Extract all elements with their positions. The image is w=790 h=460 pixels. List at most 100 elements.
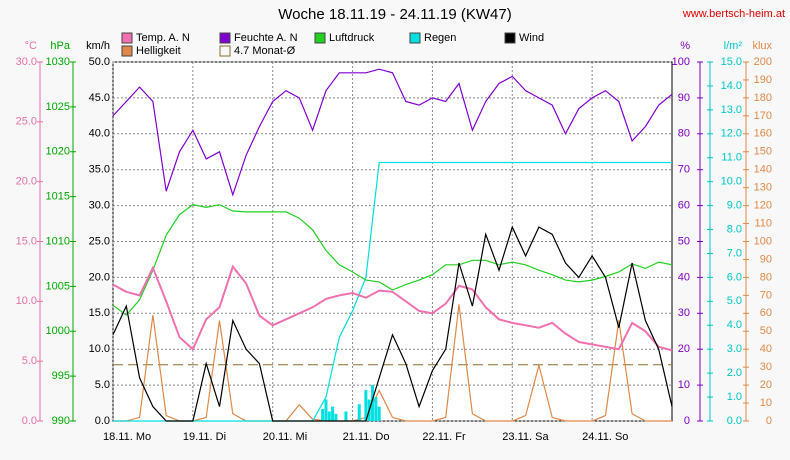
y-tick-label: 80 xyxy=(760,271,772,283)
series-line xyxy=(113,161,672,422)
y-tick-label: 1000 xyxy=(46,325,70,337)
y-tick-label: 100 xyxy=(754,235,772,247)
y-tick-label: 10.0 xyxy=(89,343,110,355)
y-tick-label: 20.0 xyxy=(89,271,110,283)
y-tick-label: 25.0 xyxy=(16,116,37,128)
y-tick-label: 1025 xyxy=(46,101,70,113)
y-tick-label: 200 xyxy=(754,56,772,68)
y-tick-label: 120 xyxy=(754,200,772,212)
x-tick-label: 22.11. Fr xyxy=(422,431,466,443)
y-tick-label: 10.0 xyxy=(721,176,742,188)
y-tick-label: 0 xyxy=(684,415,690,427)
y-tick-label: 60 xyxy=(678,200,690,212)
y-tick-label: 14.0 xyxy=(721,80,742,92)
y-tick-label: 90 xyxy=(678,92,690,104)
legend-label: Helligkeit xyxy=(136,45,181,57)
y-tick-label: 0.0 xyxy=(95,415,110,427)
y-tick-label: 20 xyxy=(760,379,772,391)
y-tick-label: 50 xyxy=(678,235,690,247)
x-tick-label: 24.11. So xyxy=(582,431,628,443)
plot-area xyxy=(112,61,673,422)
y-tick-label: 30.0 xyxy=(89,200,110,212)
y-tick-label: 7.0 xyxy=(727,247,742,259)
y-tick-label: 30 xyxy=(760,361,772,373)
y-tick-label: 70 xyxy=(678,164,690,176)
y-tick-label: 1.0 xyxy=(727,391,742,403)
y-tick-label: 10 xyxy=(678,379,690,391)
source[interactable]: www.bertsch-heim.at xyxy=(682,8,785,20)
legend-swatch xyxy=(219,45,231,57)
x-tick-label: 21.11. Do xyxy=(343,431,390,443)
legend-label: 4.7 Monat-Ø xyxy=(234,45,296,57)
rain-bar xyxy=(364,389,368,421)
y-tick-label: 40 xyxy=(678,271,690,283)
series-line xyxy=(113,304,672,422)
y-tick-label: 100 xyxy=(672,56,690,68)
y-tick-label: 160 xyxy=(754,128,772,140)
y-tick-label: 0.0 xyxy=(727,415,742,427)
series-line xyxy=(112,204,673,316)
legend-swatch xyxy=(219,32,231,44)
axis-unit: l/m² xyxy=(724,40,743,52)
y-tick-label: 45.0 xyxy=(89,92,110,104)
y-tick-label: 0 xyxy=(766,415,772,427)
y-tick-label: 15.0 xyxy=(16,235,37,247)
legend-label: Feuchte A. N xyxy=(234,32,298,44)
y-tick-label: 40.0 xyxy=(89,128,110,140)
y-tick-label: 2.0 xyxy=(727,367,742,379)
rain-bar xyxy=(321,409,325,421)
y-tick-label: 12.0 xyxy=(721,128,742,140)
y-tick-label: 180 xyxy=(754,92,772,104)
y-tick-label: 50.0 xyxy=(89,56,110,68)
y-tick-label: 150 xyxy=(754,146,772,158)
y-tick-label: 20.0 xyxy=(16,176,37,188)
legend-swatch xyxy=(409,32,421,44)
y-tick-label: 4.0 xyxy=(727,319,742,331)
y-tick-label: 20 xyxy=(678,343,690,355)
rain-bar xyxy=(357,404,361,421)
y-tick-label: 25.0 xyxy=(89,235,110,247)
y-tick-label: 170 xyxy=(754,110,772,122)
y-tick-label: 5.0 xyxy=(95,379,110,391)
y-tick-label: 30 xyxy=(678,307,690,319)
y-tick-label: 1030 xyxy=(46,56,70,68)
y-tick-label: 190 xyxy=(754,74,772,86)
y-tick-label: 30.0 xyxy=(16,56,37,68)
y-tick-label: 995 xyxy=(52,370,70,382)
legend-swatch xyxy=(504,32,516,44)
y-tick-label: 11.0 xyxy=(721,152,742,164)
y-tick-label: 990 xyxy=(52,415,70,427)
y-tick-label: 1010 xyxy=(46,235,70,247)
x-tick-label: 19.11. Di xyxy=(183,431,226,443)
y-tick-label: 10.0 xyxy=(16,295,37,307)
series-line xyxy=(112,264,673,352)
y-tick-label: 5.0 xyxy=(727,295,742,307)
y-tick-label: 140 xyxy=(754,164,772,176)
axis-unit: km/h xyxy=(86,40,110,52)
legend-label: Regen xyxy=(424,32,456,44)
legend-swatch xyxy=(121,45,133,57)
y-tick-label: 13.0 xyxy=(721,104,742,116)
y-tick-label: 3.0 xyxy=(727,343,742,355)
y-tick-label: 9.0 xyxy=(727,200,742,212)
legend-label: Luftdruck xyxy=(329,32,375,44)
rain-bar xyxy=(374,397,378,421)
x-tick-label: 18.11. Mo xyxy=(103,431,151,443)
legend-label: Wind xyxy=(519,32,544,44)
series-line xyxy=(112,68,673,197)
series-line xyxy=(112,225,673,422)
y-tick-label: 1005 xyxy=(46,280,70,292)
y-tick-label: 15.0 xyxy=(89,307,110,319)
y-tick-label: 50 xyxy=(760,325,772,337)
legend-swatch xyxy=(121,32,133,44)
y-tick-label: 80 xyxy=(678,128,690,140)
x-tick-label: 20.11. Mi xyxy=(263,431,307,443)
y-tick-label: 60 xyxy=(760,307,772,319)
y-tick-label: 90 xyxy=(760,253,772,265)
y-tick-label: 1020 xyxy=(46,146,70,158)
legend-label: Temp. A. N xyxy=(136,32,190,44)
rain-bar xyxy=(371,385,375,421)
legend-swatch xyxy=(314,32,326,44)
axis-unit: °C xyxy=(25,40,37,52)
